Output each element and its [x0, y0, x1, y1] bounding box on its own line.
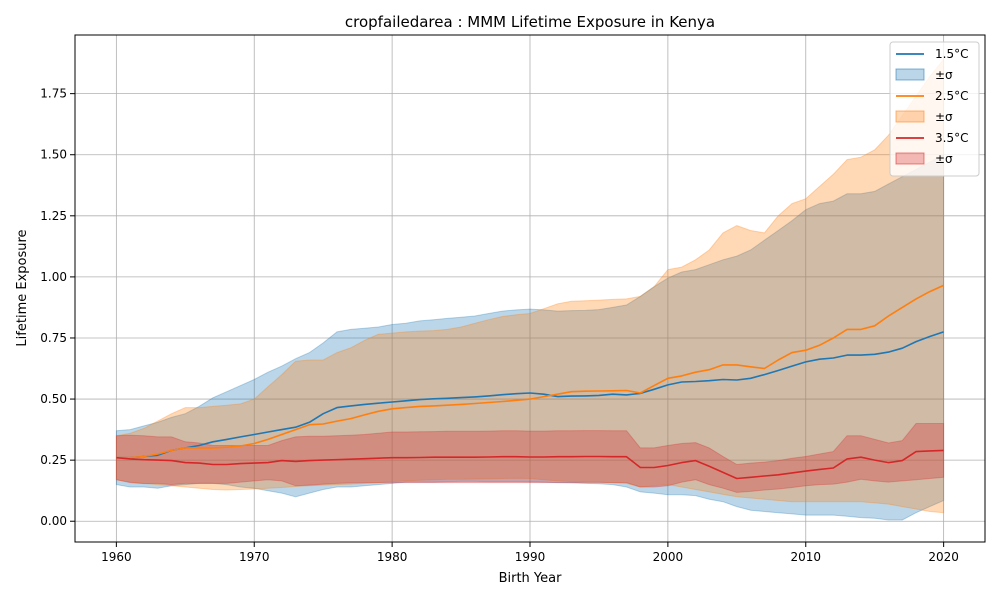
- y-tick-label: 0.25: [40, 453, 67, 467]
- bands-layer: [115, 57, 945, 521]
- legend-band-label: ±σ: [935, 110, 953, 124]
- legend-series-label: 1.5°C: [935, 47, 968, 61]
- x-tick-label: 1990: [515, 550, 546, 564]
- legend-band-label: ±σ: [935, 68, 953, 82]
- legend-series-label: 3.5°C: [935, 131, 968, 145]
- x-tick-label: 1980: [377, 550, 408, 564]
- legend-box: [889, 41, 980, 177]
- x-tick-label: 2000: [653, 550, 684, 564]
- band-series-3: [115, 423, 945, 493]
- lines-layer: [116, 284, 944, 480]
- x-tick-label: 2010: [790, 550, 821, 564]
- band-series-1: [115, 153, 945, 521]
- y-tick-label: 1.00: [40, 270, 67, 284]
- line-series-2: [116, 284, 944, 459]
- legend-series-label: 2.5°C: [935, 89, 968, 103]
- x-tick-label: 1960: [101, 550, 132, 564]
- legend-band-label: ±σ: [935, 152, 953, 166]
- x-tick-label: 2020: [928, 550, 959, 564]
- x-axis-label: Birth Year: [499, 571, 563, 586]
- y-tick-label: 0.75: [40, 331, 67, 345]
- y-tick-label: 0.50: [40, 392, 67, 406]
- y-tick-label: 1.25: [40, 209, 67, 223]
- ticks-layer: 1960 1970 1980 1990 2000 2010 2020 0.00 0.25 0.50…: [40, 87, 959, 564]
- y-tick-label: 1.75: [40, 87, 67, 101]
- legend-band-swatch-3: [895, 152, 925, 165]
- band-series-2: [115, 57, 945, 514]
- chart-title: cropfailedarea : MMM Lifetime Exposure i…: [345, 13, 715, 31]
- x-tick-label: 1970: [239, 550, 270, 564]
- y-tick-label: 1.50: [40, 148, 67, 162]
- line-series-1: [116, 331, 944, 459]
- y-axis-label: Lifetime Exposure: [15, 229, 30, 346]
- legend: 1.5°C ±σ 2.5°C ±σ 3.5°C ±σ: [889, 41, 980, 177]
- legend-band-swatch-1: [895, 68, 925, 81]
- legend-band-swatch-2: [895, 110, 925, 123]
- y-tick-label: 0.00: [40, 514, 67, 528]
- line-series-3: [116, 449, 944, 480]
